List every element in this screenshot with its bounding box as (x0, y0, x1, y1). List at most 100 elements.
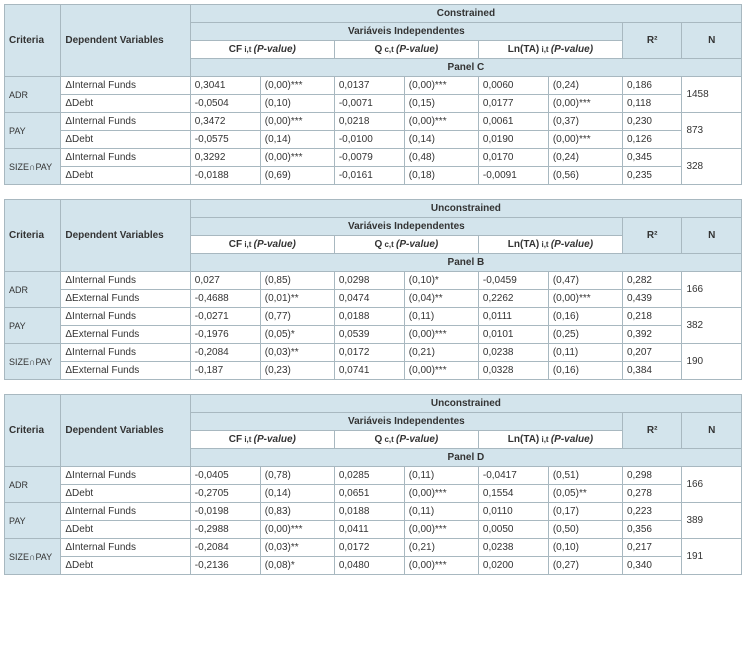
cf-header: CF i,t (P-value) (190, 236, 334, 254)
lnta-pvalue: (0,24) (548, 149, 622, 167)
table-row: ΔDebt-0,0575(0,14)-0,0100(0,14)0,0190(0,… (5, 131, 742, 149)
q-value: -0,0071 (334, 95, 404, 113)
vars-header: Variáveis Independentes (190, 23, 622, 41)
cf-value: -0,0504 (190, 95, 260, 113)
lnta-pvalue: (0,50) (548, 521, 622, 539)
lnta-pvalue: (0,16) (548, 308, 622, 326)
q-value: 0,0411 (334, 521, 404, 539)
q-pvalue: (0,21) (404, 344, 478, 362)
cf-pvalue: (0,78) (260, 467, 334, 485)
q-pvalue: (0,00)*** (404, 362, 478, 380)
q-value: 0,0172 (334, 344, 404, 362)
q-header: Q c,t (P-value) (334, 41, 478, 59)
lnta-value: 0,0170 (478, 149, 548, 167)
r2-value: 0,223 (622, 503, 682, 521)
n-header: N (682, 218, 742, 254)
depvar-cell: ΔDebt (61, 485, 190, 503)
q-pvalue: (0,48) (404, 149, 478, 167)
q-value: -0,0100 (334, 131, 404, 149)
table-row: ΔExternal Funds-0,4688(0,01)**0,0474(0,0… (5, 290, 742, 308)
cf-pvalue: (0,83) (260, 503, 334, 521)
criteria-cell: PAY (5, 113, 61, 149)
q-value: 0,0218 (334, 113, 404, 131)
n-value: 328 (682, 149, 742, 185)
q-value: -0,0161 (334, 167, 404, 185)
q-value: 0,0188 (334, 503, 404, 521)
cf-value: 0,3041 (190, 77, 260, 95)
r2-value: 0,230 (622, 113, 682, 131)
cf-pvalue: (0,00)*** (260, 521, 334, 539)
table-row: ΔDebt-0,0188(0,69)-0,0161(0,18)-0,0091(0… (5, 167, 742, 185)
depvar-cell: ΔDebt (61, 95, 190, 113)
lnta-value: -0,0459 (478, 272, 548, 290)
q-pvalue: (0,11) (404, 503, 478, 521)
q-pvalue: (0,00)*** (404, 557, 478, 575)
q-value: 0,0137 (334, 77, 404, 95)
col-depvars-header: Dependent Variables (61, 200, 190, 272)
constraint-header: Constrained (190, 5, 741, 23)
q-header: Q c,t (P-value) (334, 236, 478, 254)
table-row: PAYΔInternal Funds-0,0271(0,77)0,0188(0,… (5, 308, 742, 326)
cf-pvalue: (0,14) (260, 485, 334, 503)
cf-value: -0,2084 (190, 539, 260, 557)
lnta-value: 0,0238 (478, 344, 548, 362)
cf-value: -0,0188 (190, 167, 260, 185)
lnta-value: 0,0111 (478, 308, 548, 326)
q-pvalue: (0,00)*** (404, 485, 478, 503)
q-pvalue: (0,11) (404, 308, 478, 326)
cf-value: -0,1976 (190, 326, 260, 344)
n-header: N (682, 23, 742, 59)
n-value: 166 (682, 467, 742, 503)
criteria-cell: ADR (5, 272, 61, 308)
q-value: 0,0539 (334, 326, 404, 344)
q-pvalue: (0,00)*** (404, 326, 478, 344)
r2-value: 0,118 (622, 95, 682, 113)
lnta-value: -0,0417 (478, 467, 548, 485)
table-row: ΔExternal Funds-0,1976(0,05)*0,0539(0,00… (5, 326, 742, 344)
r2-value: 0,384 (622, 362, 682, 380)
r2-value: 0,207 (622, 344, 682, 362)
q-value: 0,0172 (334, 539, 404, 557)
lnta-value: 0,0101 (478, 326, 548, 344)
depvar-cell: ΔInternal Funds (61, 77, 190, 95)
cf-value: 0,3292 (190, 149, 260, 167)
lnta-header: Ln(TA) i,t (P-value) (478, 41, 622, 59)
r2-value: 0,282 (622, 272, 682, 290)
cf-value: -0,4688 (190, 290, 260, 308)
q-pvalue: (0,04)** (404, 290, 478, 308)
n-value: 389 (682, 503, 742, 539)
cf-value: -0,0575 (190, 131, 260, 149)
r2-value: 0,217 (622, 539, 682, 557)
criteria-cell: PAY (5, 503, 61, 539)
lnta-value: 0,0060 (478, 77, 548, 95)
table-row: ΔDebt-0,2988(0,00)***0,0411(0,00)***0,00… (5, 521, 742, 539)
q-pvalue: (0,00)*** (404, 77, 478, 95)
table-row: SIZE∩PAYΔInternal Funds-0,2084(0,03)**0,… (5, 539, 742, 557)
lnta-header: Ln(TA) i,t (P-value) (478, 236, 622, 254)
lnta-pvalue: (0,56) (548, 167, 622, 185)
table-row: ADRΔInternal Funds0,3041(0,00)***0,0137(… (5, 77, 742, 95)
lnta-value: 0,0110 (478, 503, 548, 521)
depvar-cell: ΔInternal Funds (61, 539, 190, 557)
cf-value: -0,2136 (190, 557, 260, 575)
lnta-value: 0,0190 (478, 131, 548, 149)
lnta-value: 0,2262 (478, 290, 548, 308)
table-row: PAYΔInternal Funds0,3472(0,00)***0,0218(… (5, 113, 742, 131)
table-row: ADRΔInternal Funds0,027(0,85)0,0298(0,10… (5, 272, 742, 290)
cf-value: -0,2988 (190, 521, 260, 539)
lnta-pvalue: (0,27) (548, 557, 622, 575)
r2-value: 0,439 (622, 290, 682, 308)
cf-value: -0,0198 (190, 503, 260, 521)
table-row: ΔDebt-0,2705(0,14)0,0651(0,00)***0,1554(… (5, 485, 742, 503)
cf-pvalue: (0,00)*** (260, 77, 334, 95)
r2-value: 0,126 (622, 131, 682, 149)
q-pvalue: (0,00)*** (404, 113, 478, 131)
r2-value: 0,298 (622, 467, 682, 485)
depvar-cell: ΔInternal Funds (61, 344, 190, 362)
lnta-header: Ln(TA) i,t (P-value) (478, 431, 622, 449)
cf-value: 0,027 (190, 272, 260, 290)
col-depvars-header: Dependent Variables (61, 5, 190, 77)
lnta-value: 0,0061 (478, 113, 548, 131)
depvar-cell: ΔDebt (61, 131, 190, 149)
r2-value: 0,186 (622, 77, 682, 95)
